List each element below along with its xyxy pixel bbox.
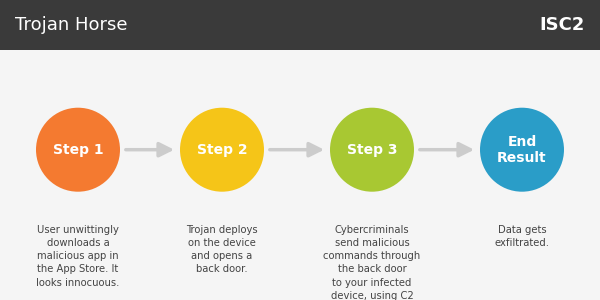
Text: Trojan Horse: Trojan Horse: [15, 16, 128, 34]
Text: User unwittingly
downloads a
malicious app in
the App Store. It
looks innocuous.: User unwittingly downloads a malicious a…: [37, 225, 119, 288]
Ellipse shape: [330, 108, 414, 192]
Text: Step 2: Step 2: [197, 143, 247, 157]
Text: ISC2: ISC2: [539, 16, 585, 34]
FancyBboxPatch shape: [0, 0, 600, 50]
Ellipse shape: [36, 108, 120, 192]
Text: Trojan deploys
on the device
and opens a
back door.: Trojan deploys on the device and opens a…: [186, 225, 258, 274]
Text: Cybercriminals
send malicious
commands through
the back door
to your infected
de: Cybercriminals send malicious commands t…: [323, 225, 421, 300]
Text: Data gets
exfiltrated.: Data gets exfiltrated.: [494, 225, 550, 248]
Text: Step 3: Step 3: [347, 143, 397, 157]
Ellipse shape: [180, 108, 264, 192]
Text: Step 1: Step 1: [53, 143, 103, 157]
Ellipse shape: [480, 108, 564, 192]
Text: End
Result: End Result: [497, 135, 547, 165]
